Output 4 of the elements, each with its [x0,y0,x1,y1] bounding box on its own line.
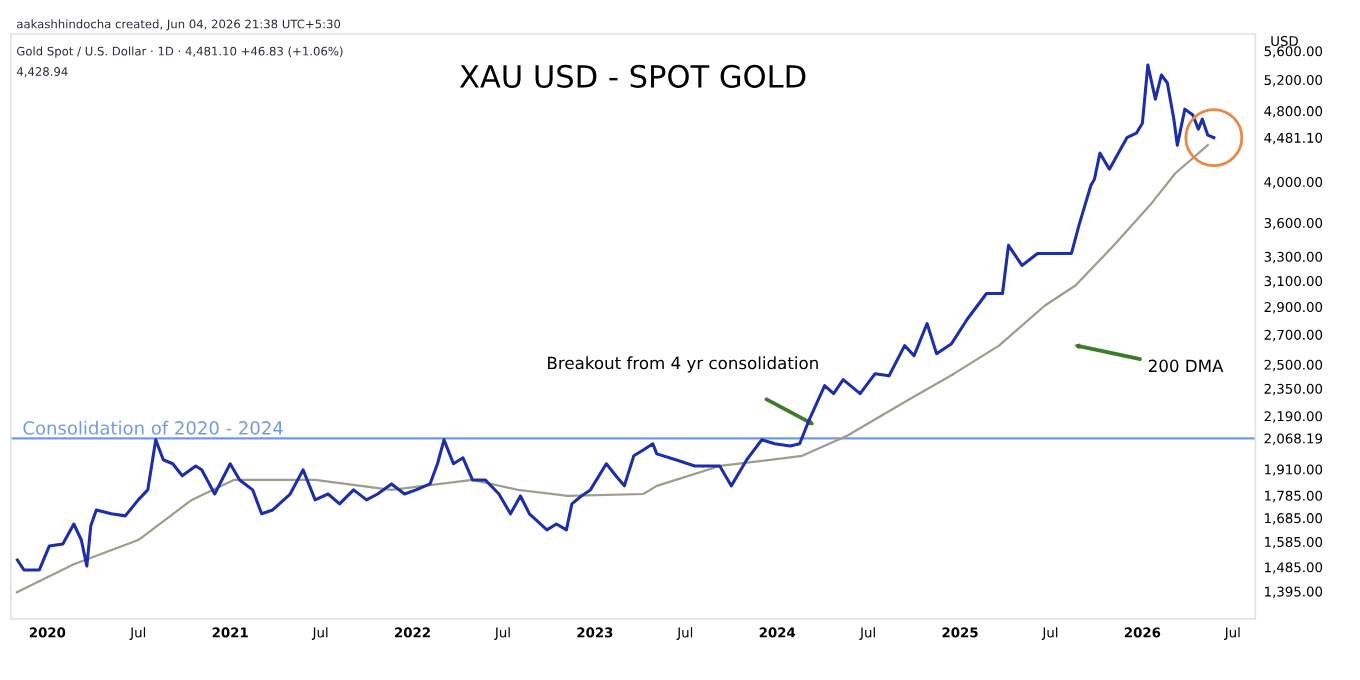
annotation: Breakout from 4 yr consolidation [548,356,818,373]
ref-line-label: Consolidation of 2020 - 2024 [23,420,283,435]
annotation: 200 DMA [1148,359,1224,373]
text: XAU USD - SPOT GOLD [459,64,806,88]
